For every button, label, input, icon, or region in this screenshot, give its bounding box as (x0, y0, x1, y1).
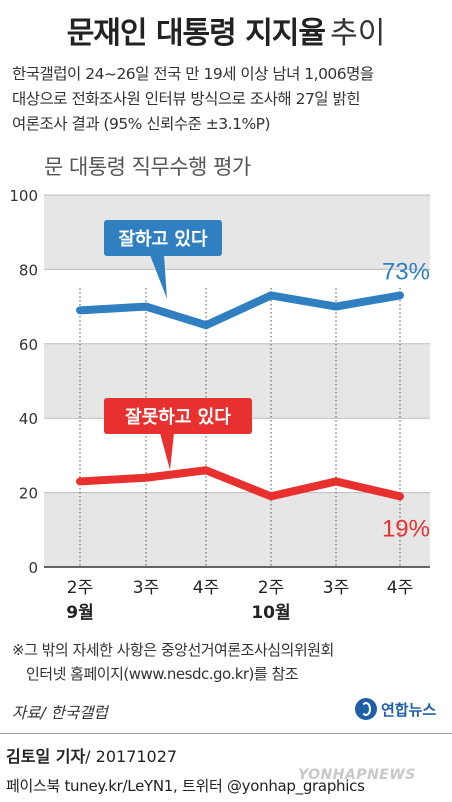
y-tick-label: 0 (28, 559, 38, 577)
series-callout-pointer (150, 255, 167, 299)
credit-author: 김토일 기자 (6, 747, 86, 766)
series-name-label: 잘못하고 있다 (125, 407, 231, 428)
watermark: YONHAPNEWS (298, 767, 416, 783)
chart-title: 문재인 대통령 지지율 추이 (12, 8, 440, 52)
description-line: 대상으로 전화조사원 인터뷰 방식으로 조사해 27일 밝힌 (12, 90, 361, 108)
x-tick-label: 2주 (258, 578, 284, 598)
credit: 김토일 기자/ 20171027 (6, 743, 177, 767)
title-main: 문재인 대통령 지지율 (66, 16, 326, 51)
y-tick-label: 80 (19, 261, 38, 279)
title-sub: 추이 (330, 16, 386, 51)
description-line: 한국갤럽이 24~26일 전국 만 19세 이상 남녀 1,006명을 (12, 65, 374, 83)
series-callout-box (104, 220, 222, 256)
series-callout-pointer (160, 433, 174, 470)
x-tick-label: 3주 (133, 578, 159, 598)
description: 한국갤럽이 24~26일 전국 만 19세 이상 남녀 1,006명을 대상으로… (12, 62, 442, 137)
description-line: 여론조사 결과 (95% 신뢰수준 ±3.1%P) (12, 115, 271, 133)
y-tick-label: 60 (19, 336, 38, 354)
grid-band (44, 492, 430, 567)
series-name-label: 잘하고 있다 (118, 229, 208, 250)
x-tick-label: 4주 (387, 578, 413, 598)
yonhap-logo-icon (355, 698, 377, 720)
y-tick-label: 20 (19, 485, 38, 503)
footnote-line: ※그 밖의 자세한 사항은 중앙선거여론조사심의위원회 (12, 641, 334, 659)
social-links: 페이스북 tuney.kr/LeYN1, 트위터 @yonhap_graphic… (6, 777, 365, 795)
series-line (76, 466, 404, 501)
series-line (76, 291, 404, 330)
line-chart: 0 20 40 60 80 100 2주 3주 4주 2주 3주 4주 9월 10월 73% 잘하고 있다 19… (9, 187, 430, 623)
footnote-line: 인터넷 홈페이지(www.nesdc.go.kr)를 참조 (26, 665, 299, 683)
x-tick-label: 3주 (323, 578, 349, 598)
y-tick-label: 100 (9, 187, 38, 205)
month-label: 9월 (66, 603, 93, 623)
grid-band (44, 195, 430, 270)
x-tick-label: 4주 (193, 578, 219, 598)
x-tick-label: 2주 (67, 578, 93, 598)
chart-subtitle: 문 대통령 직무수행 평가 (44, 155, 251, 179)
source-text: 자료/ 한국갤럽 (12, 704, 108, 722)
footnote: ※그 밖의 자세한 사항은 중앙선거여론조사심의위원회 인터넷 홈페이지(www… (12, 638, 432, 686)
end-value-label: 73% (382, 258, 430, 285)
end-value-label: 19% (382, 515, 430, 542)
series-callout-box (104, 398, 252, 434)
credit-date: / 20171027 (85, 747, 178, 766)
month-label: 10월 (251, 603, 290, 623)
y-tick-label: 40 (19, 410, 38, 428)
logo-text: 연합뉴스 (381, 700, 437, 719)
divider (0, 733, 452, 734)
yonhap-logo: 연합뉴스 (355, 696, 441, 722)
